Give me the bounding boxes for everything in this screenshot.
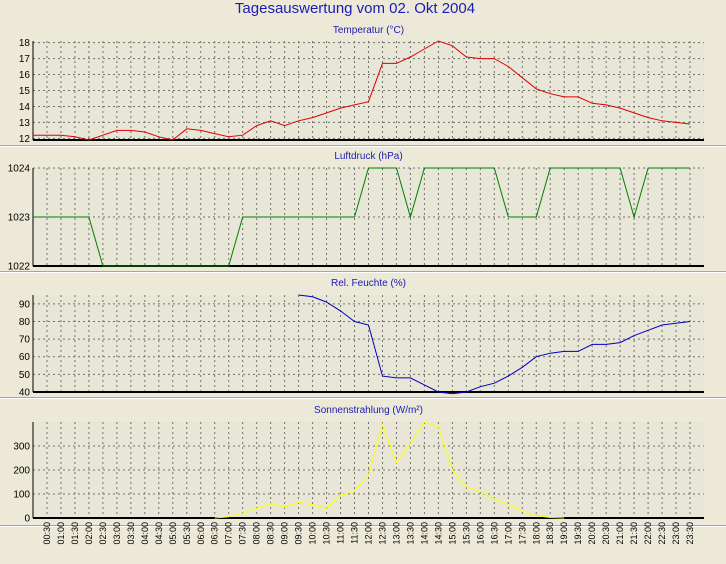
x-tick-label: 12:30: [378, 522, 388, 545]
y-tick-label: 90: [19, 299, 31, 310]
x-tick-label: 16:30: [489, 522, 499, 545]
x-tick-label: 18:30: [545, 522, 555, 545]
x-tick-label: 02:30: [98, 522, 108, 545]
series-line-0: [298, 294, 691, 395]
panel-title: Temperatur (°C): [333, 25, 404, 36]
x-tick-label: 21:00: [615, 522, 625, 545]
x-tick-label: 00:30: [42, 522, 52, 545]
x-tick-label: 23:00: [671, 522, 681, 545]
y-tick-label: 1023: [8, 213, 31, 224]
x-tick-label: 18:00: [531, 522, 541, 545]
x-tick-label: 13:30: [405, 522, 415, 545]
x-tick-label: 03:00: [112, 522, 122, 545]
y-tick-label: 14: [19, 102, 31, 113]
y-tick-label: 200: [13, 466, 30, 477]
x-tick-label: 01:00: [56, 522, 66, 545]
x-tick-label: 10:30: [322, 522, 332, 545]
y-tick-label: 15: [19, 86, 31, 97]
x-tick-label: 04:30: [154, 522, 164, 545]
x-tick-label: 19:30: [573, 522, 583, 545]
panel-3: Sonnenstrahlung (W/m²) 0 100 200 300: [0, 405, 726, 527]
x-tick-label: 10:00: [308, 522, 318, 545]
x-tick-label: 19:00: [559, 522, 569, 545]
x-tick-label: 06:00: [196, 522, 206, 545]
x-tick-label: 23:30: [685, 522, 695, 545]
y-tick-label: 17: [19, 54, 31, 65]
x-tick-label: 15:30: [461, 522, 471, 545]
x-tick-label: 09:00: [280, 522, 290, 545]
x-tick-label: 09:30: [294, 522, 304, 545]
y-tick-label: 60: [19, 352, 31, 363]
y-tick-label: 50: [19, 370, 31, 381]
x-tick-label: 02:00: [84, 522, 94, 545]
y-tick-label: 100: [13, 490, 30, 501]
y-tick-label: 1024: [8, 164, 31, 175]
time-axis: 00:30 01:00 01:30 02:00 02:30 03:00 03:30 04:00…: [42, 522, 695, 545]
x-tick-label: 04:00: [140, 522, 150, 545]
panel-0: Temperatur (°C) 12 13 14 15 16 17 18: [0, 25, 726, 147]
series-line-0: [214, 421, 565, 519]
x-tick-label: 20:00: [587, 522, 597, 545]
series-line-0: [33, 167, 690, 267]
y-tick-label: 16: [19, 70, 31, 81]
x-tick-label: 01:30: [70, 522, 80, 545]
x-tick-label: 17:00: [503, 522, 513, 545]
chart-panels: Temperatur (°C) 12 13 14 15 16 17 18 Luftdruck (…: [0, 25, 726, 527]
page-title: Tagesauswertung vom 02. Okt 2004: [235, 0, 475, 17]
x-tick-label: 20:30: [601, 522, 611, 545]
x-tick-label: 05:30: [182, 522, 192, 545]
panel-1: Luftdruck (hPa) 1022 1023 1024: [0, 151, 726, 273]
panel-title: Rel. Feuchte (%): [331, 278, 406, 289]
x-tick-label: 15:00: [447, 522, 457, 545]
y-tick-label: 13: [19, 118, 31, 129]
y-tick-label: 1022: [8, 262, 31, 273]
x-tick-label: 08:30: [266, 522, 276, 545]
x-tick-label: 13:00: [392, 522, 402, 545]
y-tick-label: 18: [19, 38, 31, 49]
x-tick-label: 22:00: [643, 522, 653, 545]
x-tick-label: 22:30: [657, 522, 667, 545]
x-tick-label: 14:30: [433, 522, 443, 545]
series-line-0: [33, 40, 691, 141]
panel-title: Sonnenstrahlung (W/m²): [314, 405, 423, 416]
x-tick-label: 12:00: [364, 522, 374, 545]
x-tick-label: 03:30: [126, 522, 136, 545]
y-tick-label: 40: [19, 388, 31, 399]
x-tick-label: 05:00: [168, 522, 178, 545]
x-tick-label: 06:30: [210, 522, 220, 545]
x-tick-label: 07:00: [224, 522, 234, 545]
x-tick-label: 16:00: [475, 522, 485, 545]
y-tick-label: 300: [13, 442, 30, 453]
x-tick-label: 08:00: [252, 522, 262, 545]
x-tick-label: 17:30: [517, 522, 527, 545]
y-tick-label: 80: [19, 317, 31, 328]
x-tick-label: 21:30: [629, 522, 639, 545]
x-tick-label: 11:00: [336, 522, 346, 544]
panel-title: Luftdruck (hPa): [334, 151, 402, 162]
y-tick-label: 12: [19, 134, 31, 145]
plot-area: [33, 295, 704, 392]
y-tick-label: 70: [19, 335, 31, 346]
x-tick-label: 14:00: [419, 522, 429, 545]
panel-2: Rel. Feuchte (%) 40 50 60 70 80 90: [0, 278, 726, 399]
x-tick-label: 07:30: [238, 522, 248, 545]
x-tick-label: 11:30: [350, 522, 360, 544]
y-tick-label: 0: [24, 514, 30, 525]
